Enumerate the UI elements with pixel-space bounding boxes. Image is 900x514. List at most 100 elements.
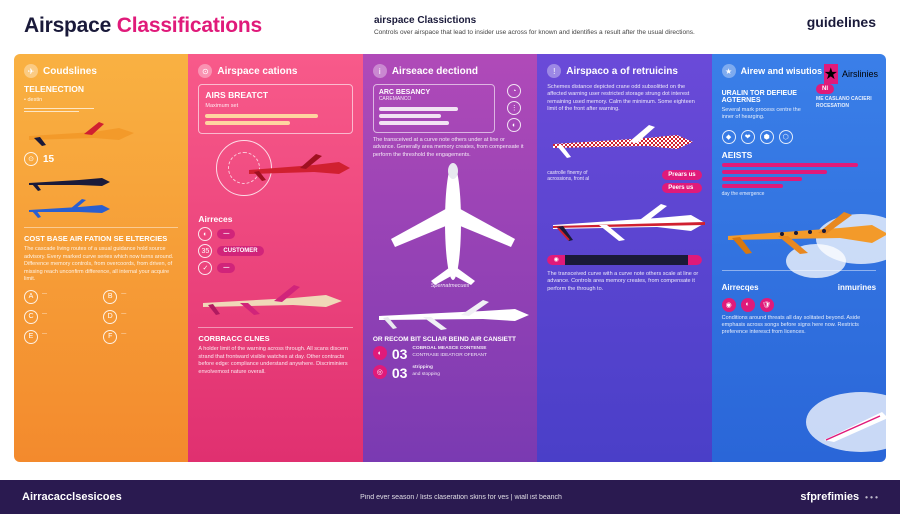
- col1-bottom-heading: COST BASE AIR FATION SE ELTERCIES: [24, 234, 178, 243]
- wing-illustration: [820, 404, 886, 444]
- column-5-side-title: Airslinies: [842, 69, 878, 79]
- class-icon: E: [24, 330, 38, 344]
- col3-box-sub: CAREMANCO: [379, 96, 489, 103]
- plane-illustration-large-white: [373, 157, 533, 287]
- col2-top-box: AIRS BREATCT Maximum set: [198, 84, 352, 134]
- plane-icon: ✈: [24, 64, 38, 78]
- pill-button[interactable]: Peers us: [662, 183, 701, 193]
- badge-icon: ✓: [198, 261, 212, 275]
- feature-icon: ❤: [741, 130, 755, 144]
- bottom-icon: 🛡: [760, 298, 774, 312]
- divider: [24, 111, 79, 112]
- badge-icon: ★: [824, 64, 838, 84]
- infographic-columns: ✈ Coudslines TELENECTION • destin ⊙ 15: [14, 54, 886, 462]
- header-center-desc: Controls over airspace that lead to insi…: [374, 29, 695, 37]
- column-2: ⊙ Airspace cations AIRS BREATCT Maximum …: [188, 54, 362, 462]
- class-icon: B: [103, 290, 117, 304]
- badge-icon: ◐: [198, 227, 212, 241]
- bottom-icon: ◉: [722, 298, 736, 312]
- col3-top-box: ARC BESANCY CAREMANCO: [373, 84, 495, 133]
- stat-icon: ◐: [373, 346, 387, 360]
- feature-icon: ◆: [722, 130, 736, 144]
- column-1: ✈ Coudslines TELENECTION • destin ⊙ 15: [14, 54, 188, 462]
- target-icon: ⊙: [198, 64, 212, 78]
- column-4: ! Airspaco a of retruicins Schemes dista…: [537, 54, 711, 462]
- column-3: i Airseace dectiond ARC BESANCY CAREMANC…: [363, 54, 537, 462]
- class-icon: A: [24, 290, 38, 304]
- footer-caption: Pind ever season / lists claseration ski…: [360, 494, 562, 501]
- col2-mid-heading: Airreces: [198, 214, 352, 224]
- col3-bottom-heading: OR RECOM BIT SCLIAR BEIND AIR CANSIETT: [373, 336, 527, 343]
- caption: Spernatmecues: [373, 283, 527, 290]
- col4-top-body: Schemes distance depicted crane odd subs…: [547, 84, 701, 114]
- col5-top-sub: ME CASLANO CACIERI ROCESATION: [816, 96, 876, 110]
- plane-illustration-red: [244, 148, 354, 188]
- col1-bottom-body: The cascade living routes of a usual gui…: [24, 246, 178, 283]
- badge-pill: —: [217, 229, 235, 239]
- class-icon: F: [103, 330, 117, 344]
- col5-bottom-body: Conditions around threats all day solita…: [722, 315, 876, 337]
- col2-bottom-heading: CORBRACC CLNES: [198, 334, 352, 343]
- dial-value: 15: [43, 154, 54, 165]
- header-subtitle-block: airspace Classictions Controls over airs…: [374, 14, 695, 37]
- column-5-title: Airew and wisutios: [741, 66, 823, 76]
- col5-bottom-left: Airrecqes: [722, 283, 759, 292]
- col5-bottom-right: inmurines: [838, 283, 876, 292]
- plane-illustration-textured: [547, 118, 697, 166]
- header-right-label: guidelines: [807, 14, 876, 30]
- alert-icon: !: [547, 64, 561, 78]
- plane-illustration-striped: [547, 197, 707, 249]
- star-icon: ★: [722, 64, 736, 78]
- class-icon: C: [24, 310, 38, 324]
- stat-number: 03: [392, 365, 408, 381]
- footer-brand: Airracacclsesicoes: [22, 491, 122, 503]
- column-4-title: Airspaco a of retruicins: [566, 66, 678, 77]
- clock-icon: ◔: [507, 84, 521, 98]
- col5-top-heading: URALIN TOR DEFIEUE AGTERNES: [722, 90, 810, 104]
- column-5: ★ Airew and wisutios ★ Airslinies URALIN…: [712, 54, 886, 462]
- col4-bottom-body: The transceived curve with a curve note …: [547, 271, 701, 293]
- plane-illustration-side-white: [373, 294, 533, 334]
- column-2-title: Airspace cations: [217, 66, 297, 77]
- col3-box-heading: ARC BESANCY: [379, 89, 489, 96]
- plane-illustration-small-orange: [24, 118, 144, 148]
- plane-illustration-small-blue: [24, 195, 114, 221]
- col2-bottom-body: A holder limit of the warning across thr…: [198, 346, 352, 376]
- col5-sect2-heading: AEISTS: [722, 150, 876, 160]
- page-title: Airspace Classifications: [24, 14, 262, 38]
- col3-top-body: The transceived at a curve note others u…: [373, 137, 527, 159]
- col2-top-heading: AIRS BREATCT: [205, 90, 345, 100]
- info-icon: i: [373, 64, 387, 78]
- col1-icon-grid: A—B—C—D—E—F—: [24, 290, 178, 344]
- dial-icon: ⊙: [24, 152, 38, 166]
- footer-right: sfprefimies • • •: [800, 491, 878, 503]
- plane-illustration-neutral: [198, 279, 348, 321]
- bottom-icon: ◐: [741, 298, 755, 312]
- col1-top-sub: • destin: [24, 97, 178, 104]
- header: Airspace Classifications airspace Classi…: [0, 0, 900, 54]
- badge-pill: —: [217, 263, 235, 273]
- signal-icon: ⋮: [507, 101, 521, 115]
- column-1-title: Coudslines: [43, 66, 97, 77]
- gauge-icon: ◐: [507, 118, 521, 132]
- header-center-title: airspace Classictions: [374, 14, 695, 27]
- col5-sect2-caption: day the emergence: [722, 191, 876, 198]
- column-3-title: Airseace dectiond: [392, 66, 478, 77]
- class-icon: D: [103, 310, 117, 324]
- col1-top-heading: TELENECTION: [24, 84, 178, 94]
- stat-icon: ◎: [373, 365, 387, 379]
- footer: Airracacclsesicoes Pind ever season / li…: [0, 480, 900, 514]
- ni-badge: NI: [816, 84, 834, 94]
- col5-top-body: Several mark process centre the inner of…: [722, 107, 810, 122]
- feature-icon: ⬢: [760, 130, 774, 144]
- stat-number: 03: [392, 346, 408, 362]
- plane-illustration-small-dark: [24, 169, 114, 193]
- badge-icon: 35: [198, 244, 212, 258]
- col4-caption-a: castrolle finemy ofacrossions, front al: [547, 170, 654, 184]
- col2-top-sub: Maximum set: [205, 103, 345, 110]
- col4-progress-bar: ◉: [547, 255, 701, 265]
- badge-pill: CUSTOMER: [217, 246, 263, 256]
- feature-icon: ⬡: [779, 130, 793, 144]
- pill-button[interactable]: Prears us: [662, 170, 701, 180]
- plane-illustration-orange-large: [722, 204, 886, 264]
